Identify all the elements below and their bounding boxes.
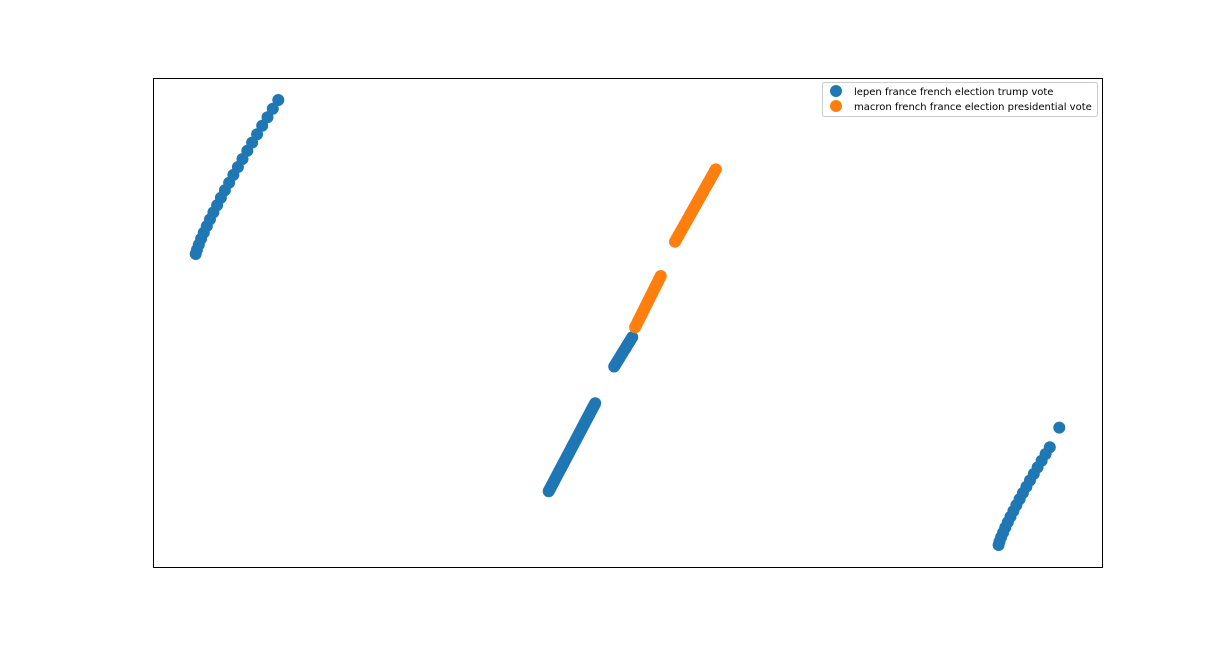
data-point — [589, 397, 602, 410]
data-point — [626, 331, 639, 344]
data-point — [261, 111, 274, 124]
legend-box — [822, 82, 1098, 117]
data-point — [709, 163, 722, 176]
legend: lepen france french election trump vote … — [822, 82, 1098, 117]
data-point — [1043, 441, 1056, 454]
legend-label-macron: macron french france election presidenti… — [854, 102, 1092, 113]
data-point — [272, 94, 285, 106]
plot-area-frame — [153, 78, 1103, 568]
data-point — [266, 102, 279, 115]
legend-marker-lepen — [830, 85, 842, 97]
data-points — [189, 94, 1066, 551]
data-point — [654, 270, 667, 282]
legend-marker-macron — [830, 100, 842, 112]
legend-label-lepen: lepen france french election trump vote — [854, 87, 1053, 98]
data-point — [1053, 421, 1066, 434]
